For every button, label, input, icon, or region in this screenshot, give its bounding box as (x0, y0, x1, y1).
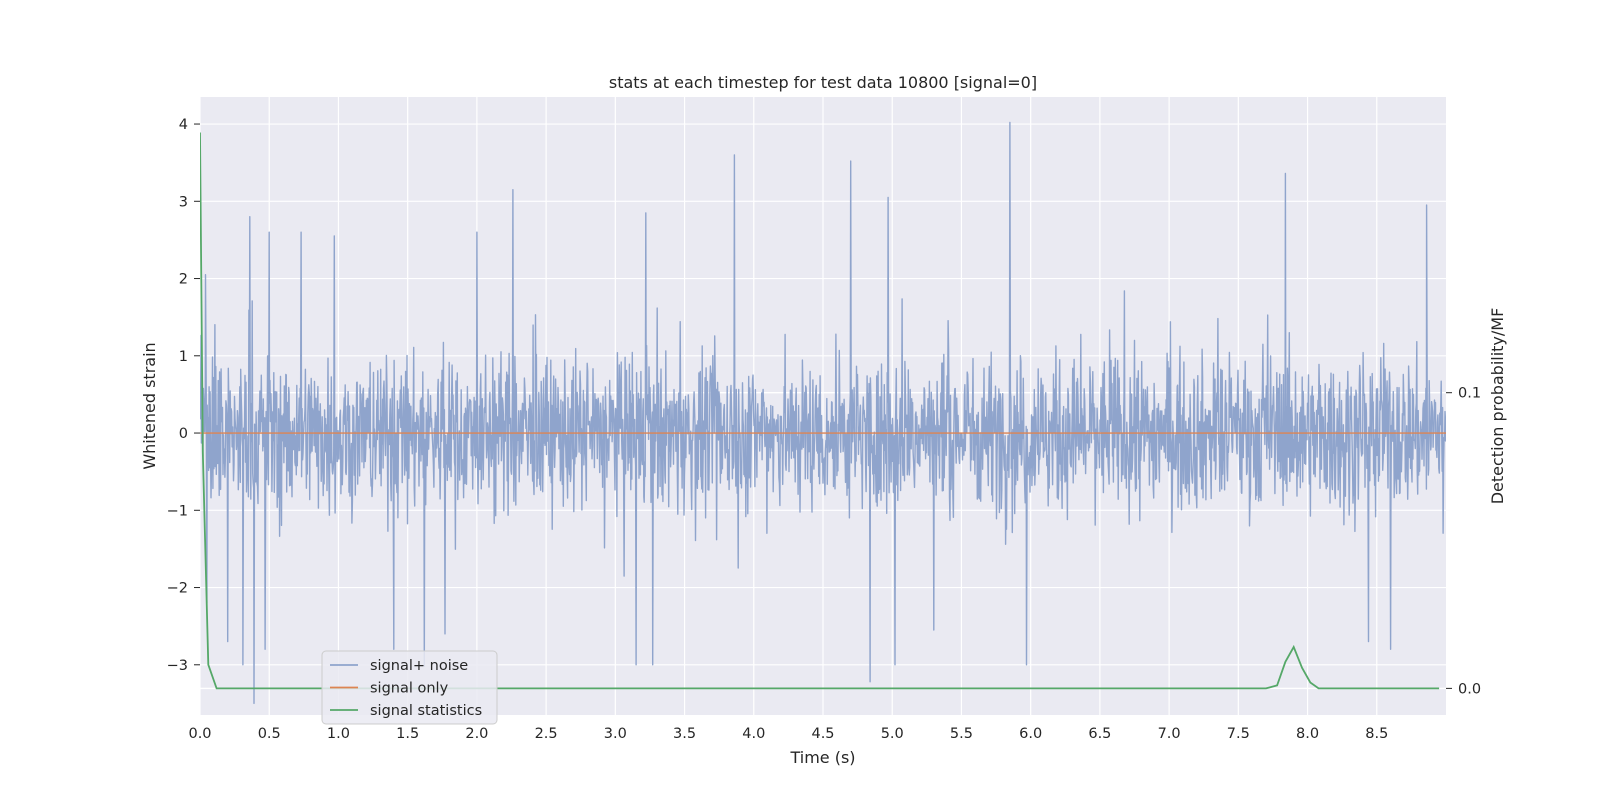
y-tick-label: −1 (167, 503, 188, 519)
x-tick-label: 0.5 (258, 726, 281, 742)
y-tick-label: 4 (179, 117, 188, 133)
x-tick-label: 1.5 (396, 726, 419, 742)
x-tick-label: 3.0 (604, 726, 627, 742)
y-tick-label: 2 (179, 272, 188, 288)
legend-label: signal+ noise (370, 658, 468, 674)
y-tick-label: −3 (167, 658, 188, 674)
x-tick-label: 4.0 (742, 726, 765, 742)
legend-label: signal statistics (370, 703, 482, 719)
y2-axis-label: Detection probability/MF (1488, 308, 1507, 505)
series-line-signal-noise (200, 121, 1446, 705)
x-tick-label: 6.0 (1019, 726, 1042, 742)
x-tick-label: 7.0 (1158, 726, 1181, 742)
legend: signal+ noise signal only signal statistic… (321, 650, 498, 725)
y-tick-label: 0 (179, 426, 188, 442)
x-tick-label: 2.5 (535, 726, 558, 742)
legend-label: signal only (370, 681, 449, 697)
y-tick-label: 1 (179, 349, 188, 365)
chart-title: stats at each timestep for test data 108… (609, 73, 1037, 92)
x-tick-label: 1.0 (327, 726, 350, 742)
y2-tick-label: 0.1 (1458, 386, 1481, 402)
x-tick-label: 8.0 (1296, 726, 1319, 742)
y2-tick-label: 0.0 (1458, 681, 1481, 697)
x-tick-label: 8.5 (1365, 726, 1388, 742)
y-tick-label: 3 (179, 194, 188, 210)
y-tick-label: −2 (167, 581, 188, 597)
x-tick-label: 7.5 (1227, 726, 1250, 742)
x-tick-label: 2.0 (465, 726, 488, 742)
y-axis-label: Whitened strain (140, 342, 159, 469)
x-tick-label: 4.5 (811, 726, 834, 742)
x-tick-label: 0.0 (188, 726, 211, 742)
x-tick-label: 6.5 (1088, 726, 1111, 742)
x-axis-label: Time (s) (789, 748, 855, 767)
x-tick-label: 3.5 (673, 726, 696, 742)
legend-box (321, 650, 498, 725)
x-tick-label: 5.5 (950, 726, 973, 742)
series-line-signal-statistics (200, 132, 1440, 690)
x-tick-label: 5.0 (881, 726, 904, 742)
